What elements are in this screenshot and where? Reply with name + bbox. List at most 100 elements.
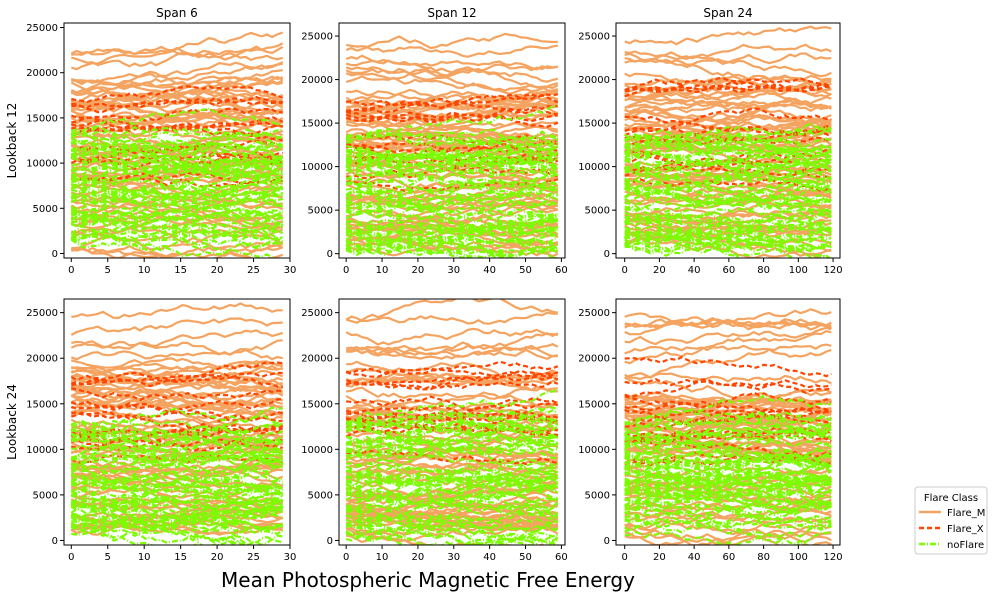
series-noflare-line	[624, 432, 832, 450]
series-noflare-line	[346, 130, 559, 146]
series-noflare-line	[345, 442, 558, 475]
series-noflare-line	[346, 229, 558, 258]
series-flare-m-line	[70, 329, 284, 350]
series-noflare-line	[71, 201, 283, 225]
series-noflare-line	[346, 466, 559, 491]
series-noflare-line	[624, 221, 832, 243]
series-noflare-line	[345, 518, 559, 542]
series-flare-m-line	[70, 387, 283, 411]
series-noflare-line	[624, 495, 832, 515]
series-noflare-line	[70, 184, 284, 205]
y-tick-label: 25000	[578, 32, 610, 43]
x-tick-label: 10	[138, 265, 151, 276]
series-flare-m-line	[624, 99, 832, 113]
axes-frame	[338, 298, 566, 546]
series-flare-x-line	[624, 76, 832, 92]
series-noflare-line	[345, 465, 559, 487]
series-noflare-line	[71, 187, 284, 219]
series-flare-m-line	[624, 372, 832, 385]
series-noflare-line	[624, 514, 832, 533]
legend-label-flare-m: Flare_M	[947, 508, 985, 519]
series-noflare-line	[624, 519, 832, 538]
series-noflare-line	[345, 138, 558, 162]
y-tick-label: 25000	[301, 308, 333, 319]
x-tick-label: 60	[723, 552, 736, 563]
x-tick-label: 15	[174, 265, 187, 276]
x-tick-label: 30	[447, 552, 460, 563]
series-flare-m-line	[624, 79, 832, 105]
series-noflare-line	[624, 133, 832, 162]
subplot-ylabel: Lookback 12	[5, 103, 19, 179]
x-tick-label: 80	[757, 552, 770, 563]
series-flare-m-line	[345, 66, 559, 89]
series-flare-m-line	[624, 316, 832, 329]
series-noflare-line	[624, 454, 832, 470]
series-flare-m-line	[624, 348, 832, 381]
series-noflare-line	[346, 173, 559, 193]
subplot-3: 0 20 40 60 80 100 120 0 5000 10000 15000 20000 25000…	[578, 6, 842, 276]
series-flare-x-line	[71, 84, 284, 104]
y-tick-label: 15000	[578, 399, 610, 410]
x-tick-label: 20	[211, 552, 224, 563]
series-noflare-line	[345, 226, 559, 252]
y-tick-label: 0	[327, 536, 333, 547]
series-noflare-line	[345, 435, 558, 456]
series-noflare-line	[624, 182, 832, 201]
series-flare-m-line	[70, 42, 284, 61]
series-flare-x-line	[624, 380, 832, 398]
series-noflare-line	[70, 469, 283, 490]
subplot-title: Span 12	[427, 6, 476, 20]
y-tick-label: 5000	[308, 206, 333, 217]
series-flare-x-line	[346, 93, 559, 112]
series-noflare-line	[70, 430, 283, 445]
x-tick-label: 60	[723, 265, 736, 276]
series-noflare-line	[71, 425, 284, 444]
series-noflare-line	[345, 142, 559, 163]
series-noflare-line	[70, 154, 284, 180]
series-noflare-line	[346, 517, 559, 545]
x-tick-label: 20	[653, 265, 666, 276]
series-flare-x-line	[345, 113, 558, 124]
series-flare-x-line	[70, 402, 283, 423]
axes-frame	[63, 298, 291, 546]
x-tick-label: 120	[824, 552, 843, 563]
series-flare-m-line	[71, 302, 283, 320]
series-noflare-line	[71, 471, 283, 493]
series-noflare-line	[345, 226, 559, 255]
series-flare-m-line	[345, 438, 559, 452]
series-flare-x-line	[345, 133, 559, 146]
series-noflare-line	[345, 212, 558, 239]
series-noflare-line	[71, 165, 284, 185]
series-noflare-line	[345, 165, 558, 178]
x-tick-label: 25	[247, 552, 260, 563]
series-noflare-line	[71, 505, 284, 527]
series-flare-x-line	[346, 178, 559, 192]
y-tick-label: 25000	[301, 32, 333, 43]
subplot-ylabel: Lookback 24	[5, 384, 19, 460]
x-tick-label: 5	[105, 552, 111, 563]
series-noflare-line	[71, 513, 283, 545]
series-flare-m-line	[345, 299, 558, 324]
series-noflare-line	[345, 208, 559, 222]
series-flare-m-line	[624, 343, 832, 355]
series-noflare-line	[345, 128, 559, 143]
x-tick-label: 50	[519, 552, 532, 563]
series-flare-m-line	[624, 394, 832, 411]
axes-frame	[615, 298, 841, 546]
series-flare-m-line	[345, 115, 559, 140]
series-noflare-line	[624, 411, 832, 435]
y-tick-label: 20000	[26, 354, 58, 365]
series-flare-m-line	[70, 339, 283, 361]
series-flare-m-line	[624, 108, 832, 129]
series-noflare-line	[70, 482, 284, 504]
series-noflare-line	[624, 187, 832, 208]
y-tick-label: 5000	[585, 490, 610, 501]
y-tick-label: 5000	[585, 206, 610, 217]
series-flare-m-line	[624, 326, 832, 346]
series-flare-m-line	[345, 195, 559, 211]
series-lines	[70, 302, 284, 545]
series-flare-x-line	[624, 407, 832, 426]
series-noflare-line	[70, 421, 284, 462]
series-noflare-line	[345, 406, 559, 430]
